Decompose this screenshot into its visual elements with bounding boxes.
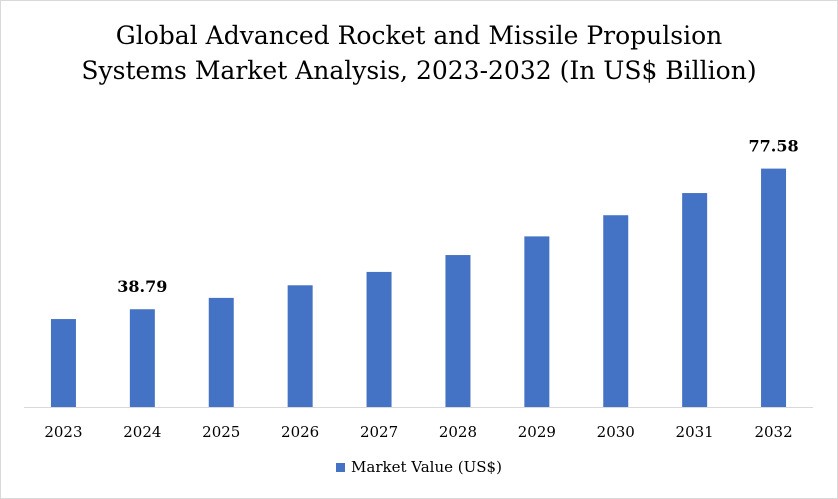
x-tick-2030: 2030 — [597, 423, 635, 441]
chart-title: Global Advanced Rocket and Missile Propu… — [81, 21, 757, 85]
bar-2024 — [129, 309, 155, 407]
x-tick-2031: 2031 — [676, 423, 714, 441]
bar-2029 — [524, 236, 550, 407]
bar-2023 — [50, 319, 76, 407]
x-tick-2025: 2025 — [202, 423, 240, 441]
x-tick-2032: 2032 — [754, 423, 792, 441]
bars-group — [50, 168, 787, 407]
bar-2027 — [366, 271, 392, 407]
bar-2031 — [682, 193, 708, 407]
x-tick-labels-group: 2023 2024 2025 2026 2027 2028 2029 2030 2031 2032 — [44, 423, 792, 441]
x-tick-2029: 2029 — [518, 423, 556, 441]
legend-label: Market Value (US$) — [351, 458, 502, 476]
x-tick-2023: 2023 — [44, 423, 82, 441]
bar-2028 — [445, 255, 471, 407]
data-label-2024: 38.79 — [117, 277, 167, 296]
bar-2025 — [208, 297, 234, 407]
x-tick-2028: 2028 — [439, 423, 477, 441]
x-tick-2024: 2024 — [123, 423, 161, 441]
bar-2030 — [603, 215, 629, 407]
bar-2032 — [761, 168, 787, 407]
legend: Market Value (US$) — [0, 458, 838, 476]
data-labels-group: 38.79 77.58 — [117, 137, 798, 297]
data-label-2032: 77.58 — [748, 137, 798, 156]
x-tick-2027: 2027 — [360, 423, 398, 441]
legend-swatch — [336, 462, 346, 472]
x-tick-2026: 2026 — [281, 423, 319, 441]
bar-2026 — [287, 285, 313, 407]
